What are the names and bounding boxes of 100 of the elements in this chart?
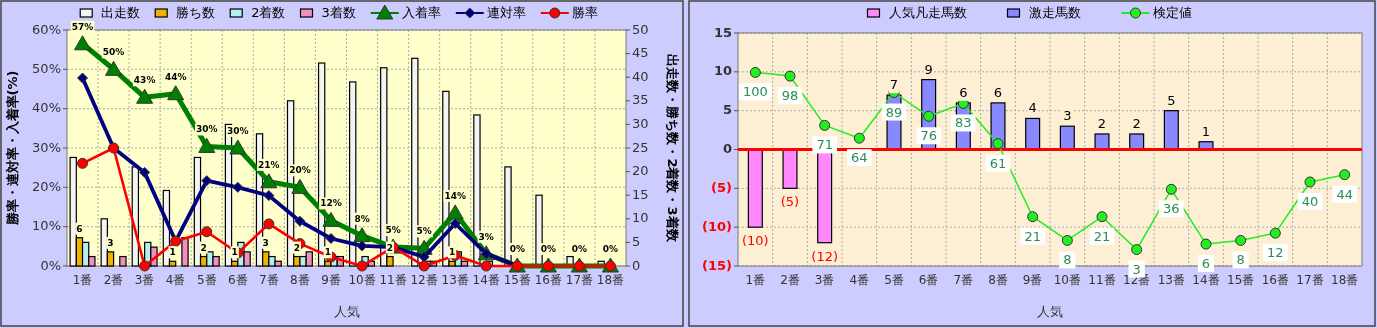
data-label: 5% <box>385 225 401 236</box>
data-label: 12% <box>320 198 342 209</box>
legend-label: 激走馬数 <box>1028 4 1081 20</box>
y2-tick-label: 45 <box>632 45 649 61</box>
x-tick-label: 17番 <box>1296 273 1324 287</box>
data-label: 1 <box>448 247 456 258</box>
y-tick-label: 20% <box>32 178 61 194</box>
x-tick-label: 9番 <box>321 273 341 287</box>
data-label: 64 <box>851 150 868 166</box>
x-tick-label: 3番 <box>134 273 155 287</box>
legend-label: 入着率 <box>401 4 441 20</box>
legend-label: 連対率 <box>486 4 526 20</box>
y-axis-title: 勝率・連対率・入着率(%) <box>5 70 20 227</box>
x-tick-label: 18番 <box>1331 273 1359 287</box>
data-label: 12 <box>1267 245 1284 261</box>
data-label: 2 <box>1097 115 1107 131</box>
data-label: 2 <box>1132 115 1141 131</box>
data-label: 3 <box>1063 108 1072 124</box>
y-tick-label: (10) <box>702 218 732 234</box>
data-label: 2 <box>200 242 207 253</box>
data-label: 50% <box>102 47 125 58</box>
data-label: 3 <box>107 237 114 248</box>
x-tick-label: 13番 <box>441 273 469 287</box>
x-tick-label: 14番 <box>1192 273 1220 287</box>
x-tick-label: 2番 <box>780 273 800 287</box>
data-label: 61 <box>989 155 1007 171</box>
data-label: 6 <box>993 84 1003 100</box>
data-label: 43% <box>133 75 156 86</box>
y2-tick-label: 35 <box>632 92 649 108</box>
y-tick-label: 15 <box>713 24 732 40</box>
x-tick-label: 4番 <box>165 273 186 287</box>
x-tick-label: 16番 <box>1261 273 1289 287</box>
data-label: 1 <box>324 247 331 258</box>
y-tick-label: (15) <box>702 257 732 273</box>
y2-tick-label: 0 <box>632 257 641 273</box>
legend-label: 勝ち数 <box>176 4 216 20</box>
data-label: 44% <box>164 71 187 82</box>
data-label: 7 <box>889 77 899 93</box>
y-tick-label: 0 <box>722 141 732 156</box>
data-label: 0% <box>602 244 619 254</box>
legend-label: 2着数 <box>251 4 286 20</box>
data-label: (12) <box>811 248 839 264</box>
x-tick-label: 5番 <box>196 273 217 287</box>
data-label: 3 <box>1132 261 1141 277</box>
x-tick-label: 6番 <box>918 273 939 287</box>
x-tick-label: 18番 <box>596 273 625 287</box>
x-axis-title: 人気 <box>1037 304 1063 319</box>
data-label: 9 <box>924 61 933 77</box>
data-label: 20% <box>289 165 311 176</box>
data-label: 5% <box>416 226 432 237</box>
y-tick-label: 10 <box>713 63 732 79</box>
data-label: 21 <box>1024 228 1041 244</box>
data-label: 8 <box>1063 252 1072 268</box>
y-tick-label: 5 <box>722 102 732 118</box>
data-label: 57% <box>71 21 94 32</box>
x-tick-label: 3番 <box>814 273 835 287</box>
data-label: 8 <box>1236 252 1245 268</box>
y-tick-label: 50% <box>32 60 61 76</box>
data-label: 8% <box>354 213 370 224</box>
y2-axis-title: 出走数・勝ち数・2着数・3着数 <box>665 54 680 243</box>
x-tick-label: 5番 <box>884 273 904 287</box>
data-label: 71 <box>816 137 833 153</box>
y-tick-label: 60% <box>32 21 61 37</box>
x-tick-label: 4番 <box>849 273 870 287</box>
y-tick-label: 40% <box>32 100 61 116</box>
x-tick-label: 7番 <box>953 273 974 287</box>
data-label: 83 <box>955 115 972 131</box>
data-label: 2 <box>293 242 300 253</box>
data-label: 21% <box>258 159 280 170</box>
y2-tick-label: 20 <box>632 163 649 179</box>
x-tick-label: 13番 <box>1157 273 1185 287</box>
x-tick-label: 14番 <box>472 273 500 287</box>
data-label: 0% <box>540 244 556 254</box>
data-label: 6 <box>76 223 83 234</box>
data-label: 36 <box>1163 201 1180 217</box>
y2-tick-label: 15 <box>632 186 649 202</box>
data-label: 100 <box>742 84 768 100</box>
y2-tick-label: 50 <box>632 21 649 37</box>
data-label: 3% <box>478 231 494 242</box>
x-tick-label: 9番 <box>1022 273 1043 287</box>
data-label: 40 <box>1301 194 1319 209</box>
data-label: (10) <box>741 233 769 249</box>
legend-label: 3着数 <box>321 4 356 20</box>
data-label: 3 <box>262 237 269 248</box>
x-tick-label: 7番 <box>259 273 279 287</box>
data-label: 30% <box>227 126 249 136</box>
data-label: 1 <box>169 247 176 258</box>
y2-tick-label: 5 <box>632 233 641 249</box>
x-tick-label: 1番 <box>745 273 766 287</box>
data-label: 0% <box>509 244 525 254</box>
x-tick-label: 15番 <box>1227 273 1255 287</box>
data-label: 6 <box>959 84 968 100</box>
x-tick-label: 11番 <box>1088 273 1116 287</box>
y-tick-label: (5) <box>711 179 732 195</box>
x-tick-label: 15番 <box>503 273 531 287</box>
data-label: 0% <box>571 244 588 254</box>
data-label: 21 <box>1093 228 1111 244</box>
x-tick-label: 8番 <box>988 273 1008 287</box>
x-tick-label: 16番 <box>534 273 562 287</box>
data-label: 44 <box>1336 186 1353 202</box>
